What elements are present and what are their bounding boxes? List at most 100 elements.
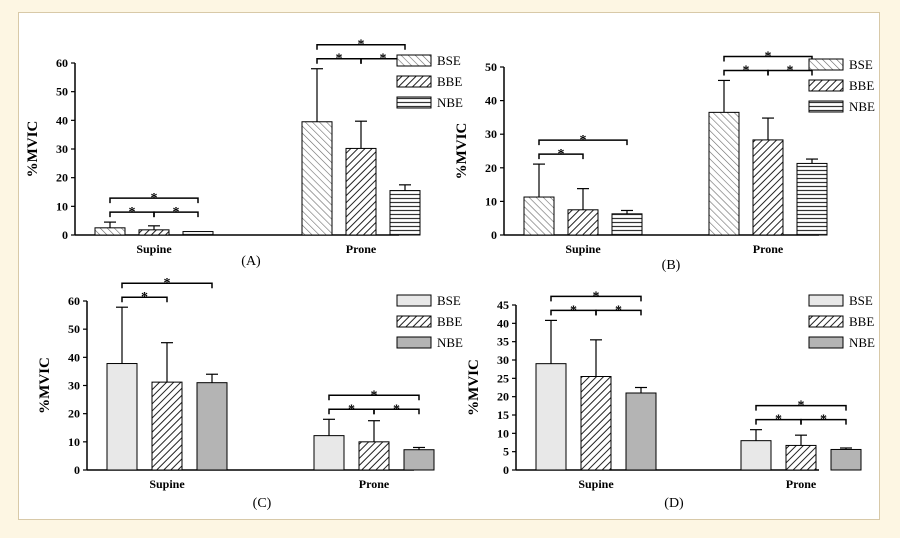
significance-star: *	[141, 290, 148, 305]
y-tick-label: 60	[56, 56, 68, 70]
y-axis-title: %MVIC	[37, 357, 53, 414]
significance-star: *	[380, 52, 387, 67]
figure-frame: 0 10 20 30 40 50 60 %MVIC Supine Prone * * * * * * BSE BB…	[18, 12, 880, 520]
bar-bse	[106, 363, 138, 471]
x-tick-label: Prone	[786, 477, 817, 491]
legend-swatch-nbe	[808, 100, 844, 113]
y-tick-label: 10	[56, 199, 68, 213]
bar-nbe	[611, 213, 643, 236]
y-tick-label: 0	[503, 463, 509, 477]
y-tick-label: 30	[68, 379, 80, 393]
legend-swatch-bse	[808, 294, 844, 307]
bar-nbe	[830, 448, 862, 471]
panel-c: 0 10 20 30 40 50 60 %MVIC Supine Prone * * * * * BSE BBE…	[37, 276, 463, 511]
significance-star: *	[570, 303, 577, 318]
legend-label: NBE	[849, 335, 875, 350]
significance-star: *	[798, 399, 805, 414]
significance-star: *	[358, 38, 365, 53]
significance-bracket	[373, 408, 420, 415]
panel-label: (A)	[241, 254, 261, 269]
bar-bse	[708, 111, 740, 236]
y-tick-label: 30	[497, 353, 509, 367]
significance-bracket	[538, 139, 628, 146]
significance-star: *	[580, 133, 587, 148]
y-tick-label: 5	[503, 445, 509, 459]
significance-bracket	[121, 296, 168, 303]
legend-label: NBE	[437, 95, 463, 110]
panel-label: (D)	[664, 496, 684, 511]
legend-label: BSE	[437, 293, 461, 308]
legend-swatch-bse	[808, 58, 844, 71]
bar-bbe	[785, 444, 817, 471]
bar-bbe	[138, 229, 170, 236]
significance-star: *	[765, 49, 772, 64]
significance-star: *	[348, 402, 355, 417]
significance-bracket	[328, 394, 420, 401]
significance-star: *	[151, 191, 158, 206]
panel-label: (C)	[253, 496, 272, 511]
bar-bbe	[580, 376, 612, 471]
bar-bbe	[345, 147, 377, 236]
x-tick-label: Supine	[136, 242, 172, 256]
significance-bracket	[121, 282, 213, 289]
legend-label: BBE	[437, 314, 462, 329]
x-tick-label: Prone	[359, 477, 390, 491]
legend-swatch-bbe	[808, 315, 844, 328]
significance-star: *	[787, 63, 794, 78]
bar-bbe	[151, 381, 183, 471]
y-tick-label: 60	[68, 294, 80, 308]
legend-swatch-nbe	[396, 96, 432, 109]
panel-a: 0 10 20 30 40 50 60 %MVIC Supine Prone * * * * * * BSE BB…	[25, 38, 463, 269]
y-tick-label: 40	[68, 350, 80, 364]
legend-swatch-bbe	[808, 79, 844, 92]
bar-nbe	[389, 190, 421, 236]
y-tick-label: 40	[497, 316, 509, 330]
legend-label: BBE	[437, 74, 462, 89]
x-tick-label: Supine	[565, 242, 601, 256]
legend-swatch-nbe	[808, 336, 844, 349]
y-tick-label: 20	[56, 171, 68, 185]
legend-swatch-bse	[396, 54, 432, 67]
significance-star: *	[820, 413, 827, 428]
bar-bse	[94, 227, 126, 236]
y-tick-label: 50	[68, 322, 80, 336]
y-axis-title: %MVIC	[454, 123, 470, 180]
bar-nbe	[796, 162, 828, 236]
y-tick-label: 35	[497, 335, 509, 349]
y-tick-label: 10	[485, 194, 497, 208]
y-tick-label: 25	[497, 371, 509, 385]
significance-star: *	[593, 289, 600, 304]
y-axis-title: %MVIC	[25, 121, 41, 178]
significance-star: *	[615, 303, 622, 318]
y-tick-label: 0	[74, 463, 80, 477]
x-tick-label: Prone	[346, 242, 377, 256]
panel-d: 0 5 10 15 20 25 30 35 40 45 %MVIC Supine Prone * * * * * *…	[466, 289, 875, 511]
bar-bbe	[752, 139, 784, 236]
bar-bse	[740, 440, 772, 471]
significance-star: *	[775, 413, 782, 428]
panel-label: (B)	[662, 258, 681, 273]
y-tick-label: 0	[62, 228, 68, 242]
legend-label: NBE	[437, 335, 463, 350]
significance-bracket	[595, 309, 642, 316]
y-tick-label: 10	[68, 435, 80, 449]
significance-star: *	[129, 205, 136, 220]
significance-bracket	[800, 418, 847, 425]
significance-star: *	[371, 388, 378, 403]
significance-star: *	[558, 147, 565, 162]
legend-swatch-nbe	[396, 336, 432, 349]
significance-star: *	[173, 205, 180, 220]
significance-bracket	[538, 153, 584, 160]
significance-bracket	[109, 197, 199, 204]
significance-bracket	[153, 211, 199, 218]
legend-swatch-bbe	[396, 315, 432, 328]
x-tick-label: Supine	[578, 477, 614, 491]
y-tick-label: 30	[56, 142, 68, 156]
significance-bracket	[550, 295, 642, 302]
bar-nbe	[182, 231, 214, 236]
y-tick-label: 20	[68, 407, 80, 421]
y-tick-label: 30	[485, 127, 497, 141]
y-tick-label: 20	[485, 161, 497, 175]
y-tick-label: 10	[497, 426, 509, 440]
